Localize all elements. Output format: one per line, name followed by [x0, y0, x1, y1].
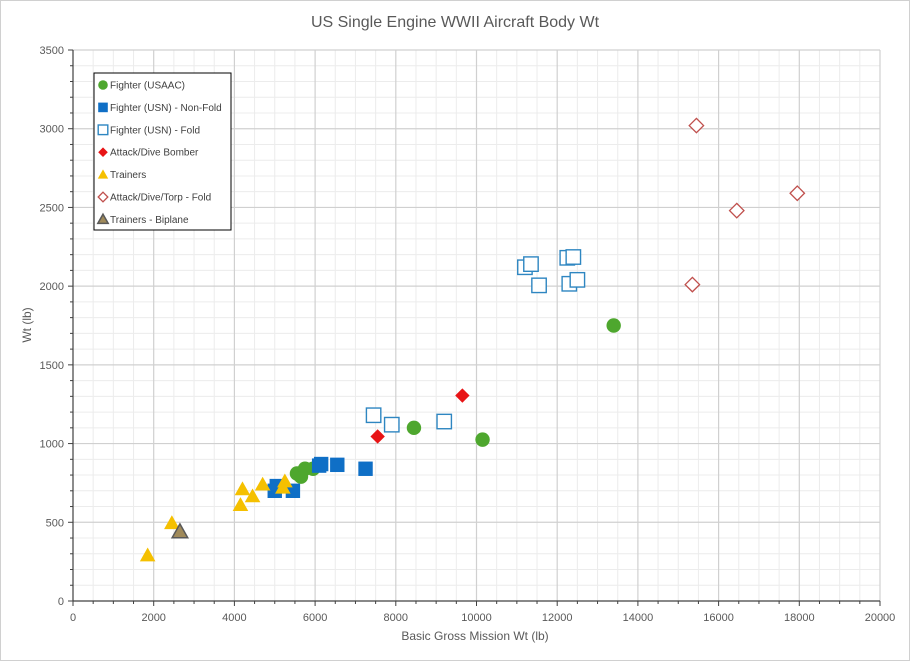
data-point — [139, 547, 156, 562]
x-tick-label: 6000 — [303, 612, 327, 624]
x-tick-label: 20000 — [865, 612, 896, 624]
legend-marker — [98, 80, 108, 90]
data-point — [370, 429, 385, 444]
y-tick-label: 3500 — [40, 45, 64, 57]
y-tick-label: 0 — [58, 596, 64, 608]
series-2 — [365, 249, 586, 433]
legend-marker — [97, 169, 109, 179]
legend-marker — [98, 147, 108, 157]
data-point — [455, 388, 470, 403]
legend-marker — [97, 124, 109, 136]
y-tick-label: 1500 — [40, 360, 64, 372]
data-point — [164, 515, 180, 530]
legend-entry: Attack/Dive Bomber — [110, 148, 199, 159]
legend-entry: Attack/Dive/Torp - Fold — [110, 193, 211, 204]
data-point — [277, 473, 293, 488]
data-point — [531, 277, 547, 294]
x-tick-label: 2000 — [141, 612, 165, 624]
data-point — [569, 271, 586, 288]
legend-entry: Trainers — [110, 170, 146, 181]
series-6 — [170, 522, 190, 539]
x-tick-label: 8000 — [384, 612, 408, 624]
y-tick-label: 2000 — [40, 281, 64, 293]
data-point — [436, 413, 453, 430]
y-tick-label: 500 — [46, 517, 64, 529]
series-0 — [289, 318, 621, 484]
data-point — [688, 117, 705, 134]
y-tick-label: 2500 — [40, 202, 64, 214]
y-tick-label: 1000 — [40, 439, 64, 451]
legend-entry: Fighter (USAAC) — [110, 81, 185, 92]
legend-marker — [97, 191, 109, 203]
data-point — [232, 497, 249, 511]
legend-marker — [98, 102, 108, 113]
data-point — [684, 276, 701, 293]
data-point — [358, 461, 373, 476]
legend-entry: Fighter (USN) - Fold — [110, 125, 200, 136]
data-point — [565, 249, 582, 265]
y-tick-label: 3000 — [40, 124, 64, 136]
x-tick-label: 0 — [70, 612, 76, 624]
data-point — [234, 481, 251, 496]
data-point — [406, 420, 422, 436]
chart-title: US Single Engine WWII Aircraft Body Wt — [311, 14, 600, 31]
data-point — [728, 202, 745, 219]
legend: Fighter (USAAC) Fighter (USN) - Non-Fold F… — [93, 72, 232, 231]
legend-entry: Fighter (USN) - Non-Fold — [110, 103, 222, 114]
data-point — [383, 416, 400, 433]
legend-entry: Trainers - Biplane — [110, 215, 189, 226]
series-3 — [370, 388, 470, 444]
data-point — [475, 432, 490, 447]
x-axis-label: Basic Gross Mission Wt (lb) — [401, 629, 548, 643]
x-tick-label: 10000 — [461, 612, 492, 624]
data-point — [170, 522, 190, 539]
series-4 — [139, 473, 293, 562]
x-tick-label: 16000 — [703, 612, 734, 624]
data-point — [523, 256, 539, 273]
legend-marker — [96, 212, 110, 225]
data-point — [365, 407, 382, 424]
plot-area: 0 2000 4000 6000 8000 10000 12000 14000 16000 180… — [40, 45, 896, 624]
data-point — [254, 476, 271, 491]
y-axis-label: Wt (lb) — [20, 307, 34, 342]
x-tick-label: 18000 — [784, 612, 815, 624]
x-tick-label: 12000 — [542, 612, 573, 624]
series-5 — [684, 117, 806, 293]
series-1 — [267, 456, 373, 498]
data-point — [330, 457, 345, 473]
x-tick-label: 4000 — [222, 612, 246, 624]
x-tick-label: 14000 — [623, 612, 654, 624]
data-point — [606, 318, 621, 333]
data-point — [789, 185, 806, 202]
data-point — [313, 456, 329, 472]
legend-box — [93, 72, 232, 231]
data-point — [244, 488, 261, 503]
